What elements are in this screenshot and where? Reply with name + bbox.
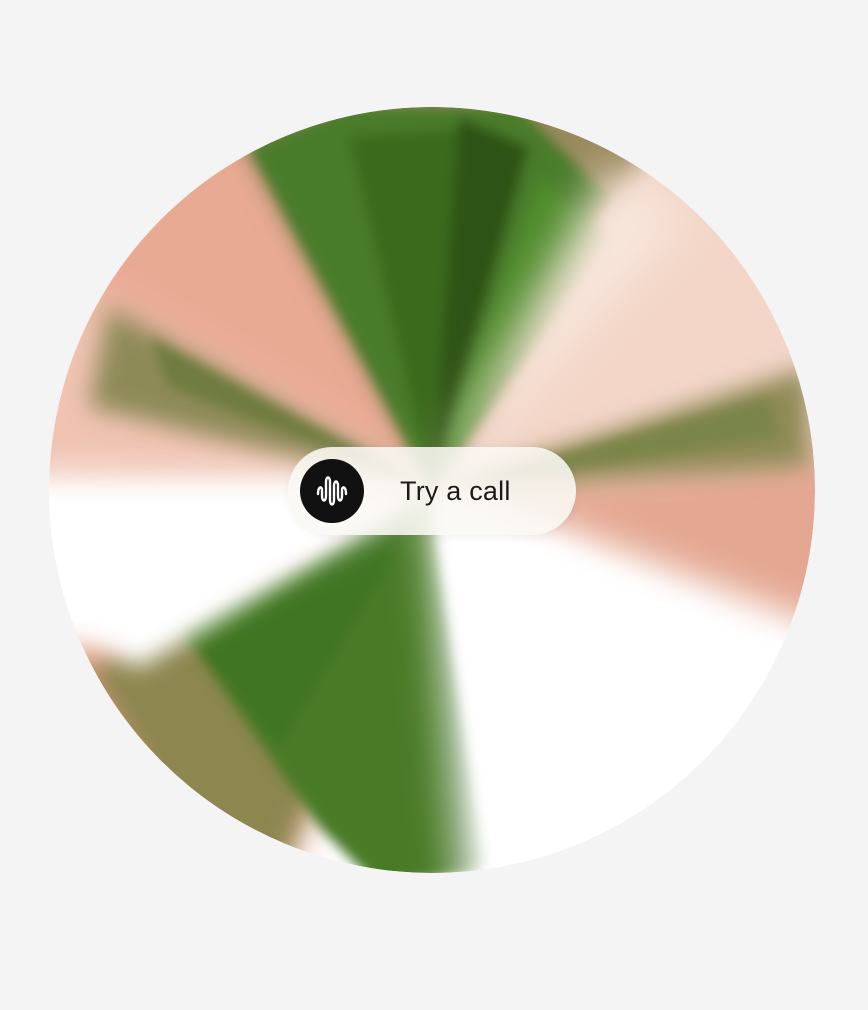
try-a-call-button[interactable]: Try a call <box>288 447 576 535</box>
orb-gradient-graphic <box>49 107 815 873</box>
voice-orb <box>49 107 815 873</box>
waveform-icon <box>300 459 364 523</box>
call-button-label: Try a call <box>400 475 511 506</box>
